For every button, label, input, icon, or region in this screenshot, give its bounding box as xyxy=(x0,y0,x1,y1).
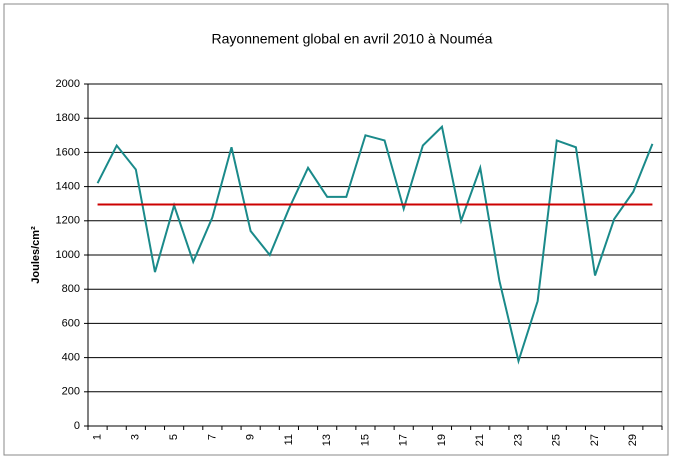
x-tick-label: 23 xyxy=(512,434,524,446)
x-tick-label: 3 xyxy=(130,434,142,440)
x-tick-label: 21 xyxy=(474,434,486,446)
y-axis-label: Joules/cm² xyxy=(30,226,42,284)
y-tick-label: 400 xyxy=(62,352,80,364)
x-tick-label: 17 xyxy=(398,434,410,446)
x-tick-label: 13 xyxy=(321,434,333,446)
y-tick-label: 1200 xyxy=(56,215,80,227)
x-tick-label: 25 xyxy=(551,434,563,446)
x-tick-label: 11 xyxy=(283,434,295,445)
y-tick-label: 800 xyxy=(62,283,80,295)
y-tick-label: 600 xyxy=(62,317,80,329)
y-tick-label: 1800 xyxy=(56,112,80,124)
y-tick-label: 0 xyxy=(74,420,80,432)
x-tick-label: 5 xyxy=(168,434,180,440)
x-tick-label: 19 xyxy=(436,434,448,446)
x-tick-label: 1 xyxy=(91,434,103,440)
data-line xyxy=(96,124,654,365)
x-tick-label: 9 xyxy=(245,434,257,440)
x-tick-label: 7 xyxy=(206,434,218,440)
y-tick-label: 2000 xyxy=(56,78,80,90)
y-tick-label: 1000 xyxy=(56,249,80,261)
y-tick-label: 1600 xyxy=(56,146,80,158)
y-tick-label: 1400 xyxy=(56,181,80,193)
x-tick-label: 27 xyxy=(589,434,601,446)
y-tick-label: 200 xyxy=(62,386,80,398)
x-tick-label: 15 xyxy=(359,434,371,446)
x-tick-label: 29 xyxy=(627,434,639,446)
chart-title: Rayonnement global en avril 2010 à Noumé… xyxy=(212,31,493,47)
